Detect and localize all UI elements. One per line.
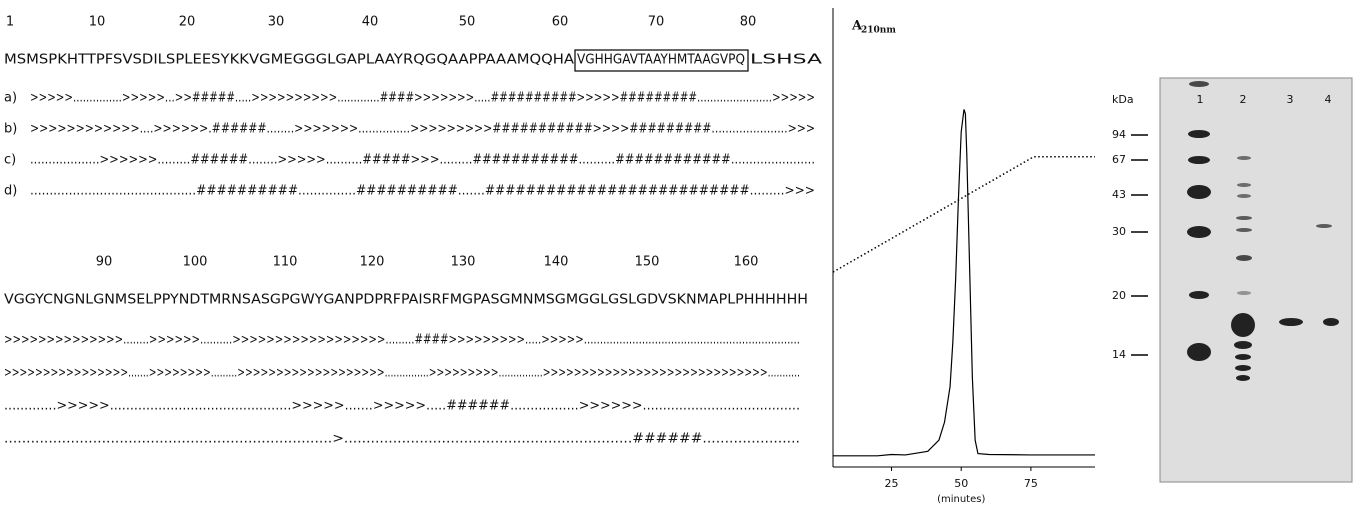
sequence: LSHSA	[750, 53, 822, 68]
ruler-number: 1	[6, 15, 14, 30]
figure: 11020304050607080MSMSPKHTTPFSVSDILSPLEES…	[0, 0, 1356, 506]
x-label: (minutes)	[937, 494, 985, 505]
ruler-number: 40	[362, 15, 379, 30]
prediction-line: >>>>>>>>>>>>>>>>.......>>>>>>>>.........…	[4, 366, 800, 381]
marker-label: 20	[1112, 289, 1126, 302]
ruler-number: 20	[179, 15, 196, 30]
y-label-sub: 210nm	[861, 26, 896, 36]
ruler-number: 150	[635, 255, 660, 270]
gel-unit: kDa	[1112, 93, 1134, 106]
ruler-number: 70	[648, 15, 665, 30]
prediction-line: >>>>>>>>>>>>>>........>>>>>>..........>>…	[4, 333, 800, 348]
prediction-line: .............>>>>>......................…	[4, 399, 800, 414]
prediction-line: ........................................…	[30, 184, 815, 199]
ruler-number: 60	[552, 15, 569, 30]
ruler-number: 160	[734, 255, 759, 270]
marker-label: 43	[1112, 188, 1126, 201]
prediction-line: ...................>>>>>>.........######…	[30, 153, 815, 168]
ruler-number: 100	[183, 255, 208, 270]
trace	[833, 109, 1095, 455]
x-tick-label: 50	[954, 477, 968, 490]
ruler-number: 110	[273, 255, 298, 270]
x-tick-label: 25	[885, 477, 899, 490]
ruler-number: 30	[268, 15, 285, 30]
lane-label: 4	[1325, 93, 1332, 106]
lane-label: 2	[1240, 93, 1247, 106]
prediction-label: a)	[4, 91, 17, 106]
sequence: VGGYCNGNLGNMSELPPYNDTMRNSASGPGWYGANPDPRF…	[4, 293, 808, 308]
marker-label: 94	[1112, 128, 1126, 141]
marker-label: 14	[1112, 348, 1126, 361]
trace	[833, 157, 1095, 272]
sequence: MSMSPKHTTPFSVSDILSPLEESYKKVGMEGGGLGAPLAA…	[4, 53, 574, 68]
marker-label: 30	[1112, 225, 1126, 238]
ruler-number: 130	[451, 255, 476, 270]
prediction-label: c)	[4, 153, 16, 168]
prediction-label: b)	[4, 122, 17, 137]
ruler-number: 120	[360, 255, 385, 270]
prediction-line: ........................................…	[4, 432, 800, 447]
prediction-line: >>>>>...............>>>>>...>>#####.....…	[30, 91, 815, 106]
prediction-label: d)	[4, 184, 17, 199]
lane-label: 1	[1197, 93, 1204, 106]
ruler-number: 10	[89, 15, 106, 30]
marker-label: 67	[1112, 153, 1126, 166]
x-tick-label: 75	[1024, 477, 1038, 490]
ruler-number: 50	[459, 15, 476, 30]
prediction-line: >>>>>>>>>>>>....>>>>>>.######........>>>…	[30, 122, 815, 137]
gel-image	[1160, 78, 1352, 482]
ruler-number: 140	[544, 255, 569, 270]
lane-label: 3	[1287, 93, 1294, 106]
ruler-number: 80	[740, 15, 757, 30]
ruler-number: 90	[96, 255, 113, 270]
sequence-boxed: VGHHGAVTAAYHMTAAGVPQ	[577, 53, 745, 68]
